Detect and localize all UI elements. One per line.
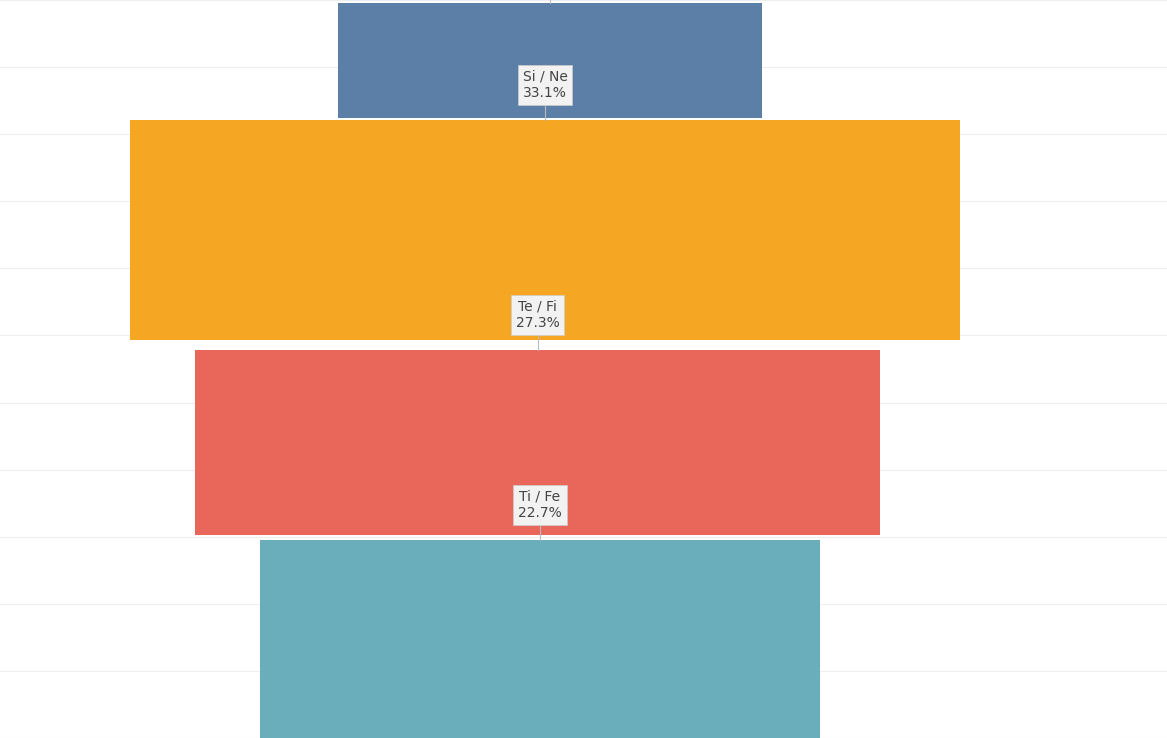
- Bar: [195, 350, 880, 535]
- Bar: [338, 3, 762, 118]
- Text: Ti / Fe
22.7%: Ti / Fe 22.7%: [518, 490, 561, 520]
- Text: Te / Fi
27.3%: Te / Fi 27.3%: [516, 300, 559, 330]
- Bar: [130, 120, 960, 340]
- Bar: [260, 540, 820, 738]
- Text: Si / Ne
33.1%: Si / Ne 33.1%: [523, 70, 567, 100]
